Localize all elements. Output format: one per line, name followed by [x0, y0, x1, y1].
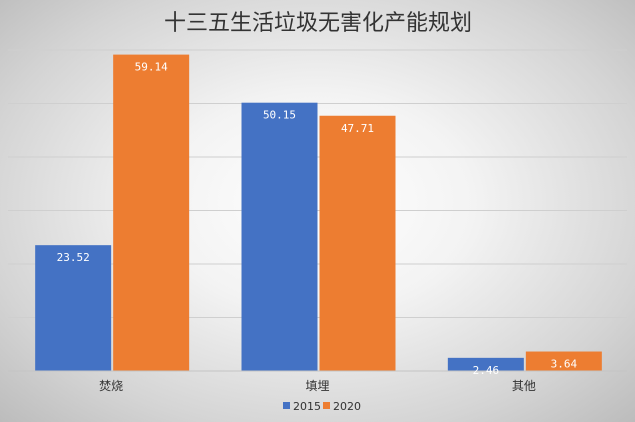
data-label: 47.71 — [341, 122, 374, 135]
legend: 2015 2020 — [283, 400, 361, 413]
data-label: 50.15 — [263, 109, 296, 122]
legend-swatch — [323, 402, 330, 409]
bar-2020-0 — [113, 54, 190, 371]
category-label: 焚烧 — [99, 379, 123, 393]
data-label: 23.52 — [57, 251, 90, 264]
bar-2020-2 — [525, 351, 602, 371]
data-label: 3.64 — [551, 358, 578, 371]
category-label: 填埋 — [305, 379, 329, 393]
legend-label: 2015 — [293, 400, 321, 413]
bar-2015-1 — [241, 102, 318, 371]
category-label: 其他 — [512, 379, 536, 393]
bar-2015-0 — [35, 245, 112, 371]
legend-swatch — [283, 402, 290, 409]
legend-label: 2020 — [333, 400, 361, 413]
category-labels: 焚烧 填埋 其他 — [99, 379, 536, 393]
data-label: 2.46 — [473, 364, 500, 377]
chart-title: 十三五生活垃圾无害化产能规划 — [164, 11, 472, 36]
bar-2020-1 — [319, 115, 396, 372]
data-label: 59.14 — [135, 61, 168, 74]
bars — [35, 54, 602, 372]
bar-2015-2 — [447, 357, 524, 371]
data-labels: 23.52 59.14 50.15 47.71 2.46 3.64 — [57, 61, 578, 377]
